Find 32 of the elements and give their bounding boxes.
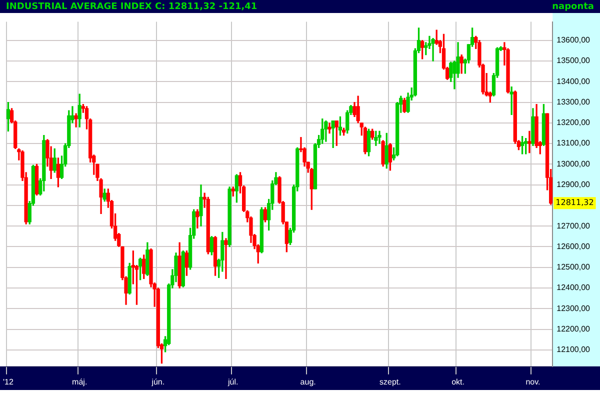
y-tick-label: 13200,00 — [556, 118, 591, 128]
text: 12811,32 — [556, 198, 594, 208]
candlestick — [431, 38, 435, 62]
candlestick — [528, 130, 532, 154]
x-tick-label: jún. — [150, 377, 165, 386]
y-tick-label: 12200,00 — [556, 324, 591, 334]
x-tick-label: okt. — [452, 377, 464, 386]
y-tick-label: 13400,00 — [556, 76, 591, 86]
candlestick — [224, 238, 228, 280]
text: naponta — [552, 2, 594, 12]
y-tick-label: 12900,00 — [556, 180, 591, 190]
y-tick-label: 13000,00 — [556, 159, 591, 168]
candlestick — [378, 130, 382, 144]
y-tick-label: 12700,00 — [556, 221, 591, 230]
x-tick-label: aug. — [300, 377, 316, 386]
y-tick-label: 12300,00 — [556, 304, 591, 313]
x-tick-label: '12 — [2, 377, 14, 386]
chart-title: INDUSTRIAL AVERAGE INDEX C: 12811,32 -121,41 — [6, 2, 258, 12]
candlestick — [74, 113, 78, 128]
y-tick-label: 12100,00 — [556, 345, 591, 354]
y-tick-label: 13600,00 — [556, 36, 591, 45]
y-tick-label: 12500,00 — [556, 262, 591, 272]
x-tick-label: máj. — [72, 377, 88, 386]
candlestick — [510, 86, 514, 115]
y-tick-label: 13300,00 — [556, 97, 591, 106]
y-tick-label: 13100,00 — [556, 138, 591, 148]
x-tick-label: szept. — [380, 377, 401, 386]
x-tick-label: nov. — [526, 377, 540, 386]
y-tick-label: 12400,00 — [556, 283, 591, 292]
y-tick-label: 13500,00 — [556, 56, 591, 66]
y-tick-label: 12600,00 — [556, 242, 591, 251]
x-tick-label: júl. — [227, 377, 238, 386]
